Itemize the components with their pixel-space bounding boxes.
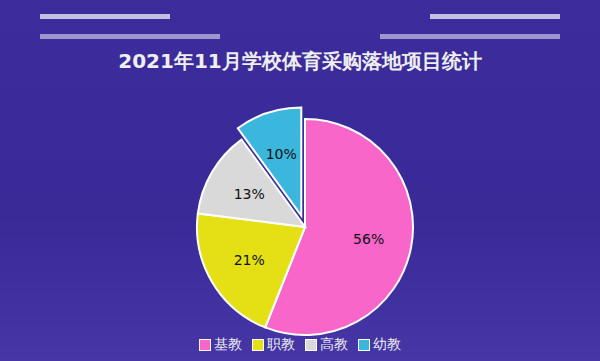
html-text:2021年11月学校体育采购落地项目统计: 2021年11月学校体育采购落地项目统计 xyxy=(118,49,482,73)
svg-text:13%: 13% xyxy=(234,186,265,202)
html-text:职教: 职教 xyxy=(267,336,295,352)
html-text:高教: 高教 xyxy=(320,336,348,352)
svg-text:21%: 21% xyxy=(234,252,265,268)
svg-text:10%: 10% xyxy=(266,146,297,162)
html-text:幼教: 幼教 xyxy=(373,336,401,352)
svg-text:56%: 56% xyxy=(353,231,384,247)
html-text:基教: 基教 xyxy=(214,336,242,352)
